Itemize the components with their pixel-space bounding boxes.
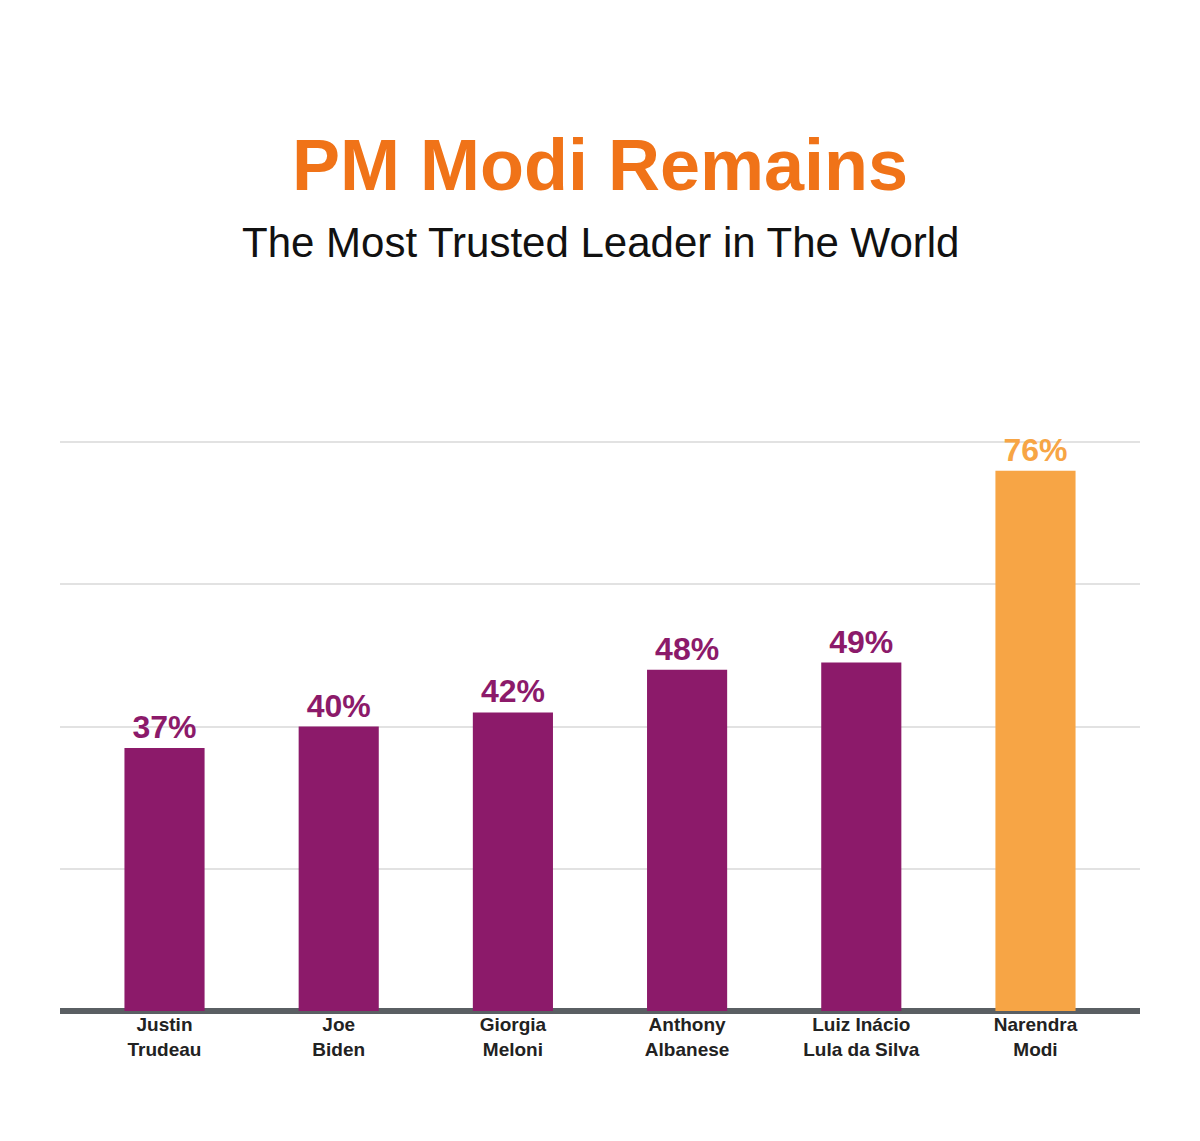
- svg-text:NarendraModi: NarendraModi: [994, 1014, 1078, 1060]
- svg-text:PM Modi Remains: PM Modi Remains: [292, 125, 908, 205]
- svg-text:48%: 48%: [655, 631, 719, 667]
- svg-text:37%: 37%: [132, 709, 196, 745]
- svg-text:40%: 40%: [307, 688, 371, 724]
- svg-text:JustinTrudeau: JustinTrudeau: [128, 1014, 202, 1060]
- svg-text:Luiz InácioLula da Silva: Luiz InácioLula da Silva: [803, 1014, 920, 1060]
- svg-text:49%: 49%: [829, 624, 893, 660]
- svg-text:42%: 42%: [481, 673, 545, 709]
- svg-text:JoeBiden: JoeBiden: [312, 1014, 365, 1060]
- svg-text:76%: 76%: [1003, 432, 1067, 468]
- svg-text:The Most Trusted Leader in The: The Most Trusted Leader in The World: [242, 219, 959, 266]
- svg-text:AnthonyAlbanese: AnthonyAlbanese: [645, 1014, 729, 1060]
- svg-text:GiorgiaMeloni: GiorgiaMeloni: [480, 1014, 547, 1060]
